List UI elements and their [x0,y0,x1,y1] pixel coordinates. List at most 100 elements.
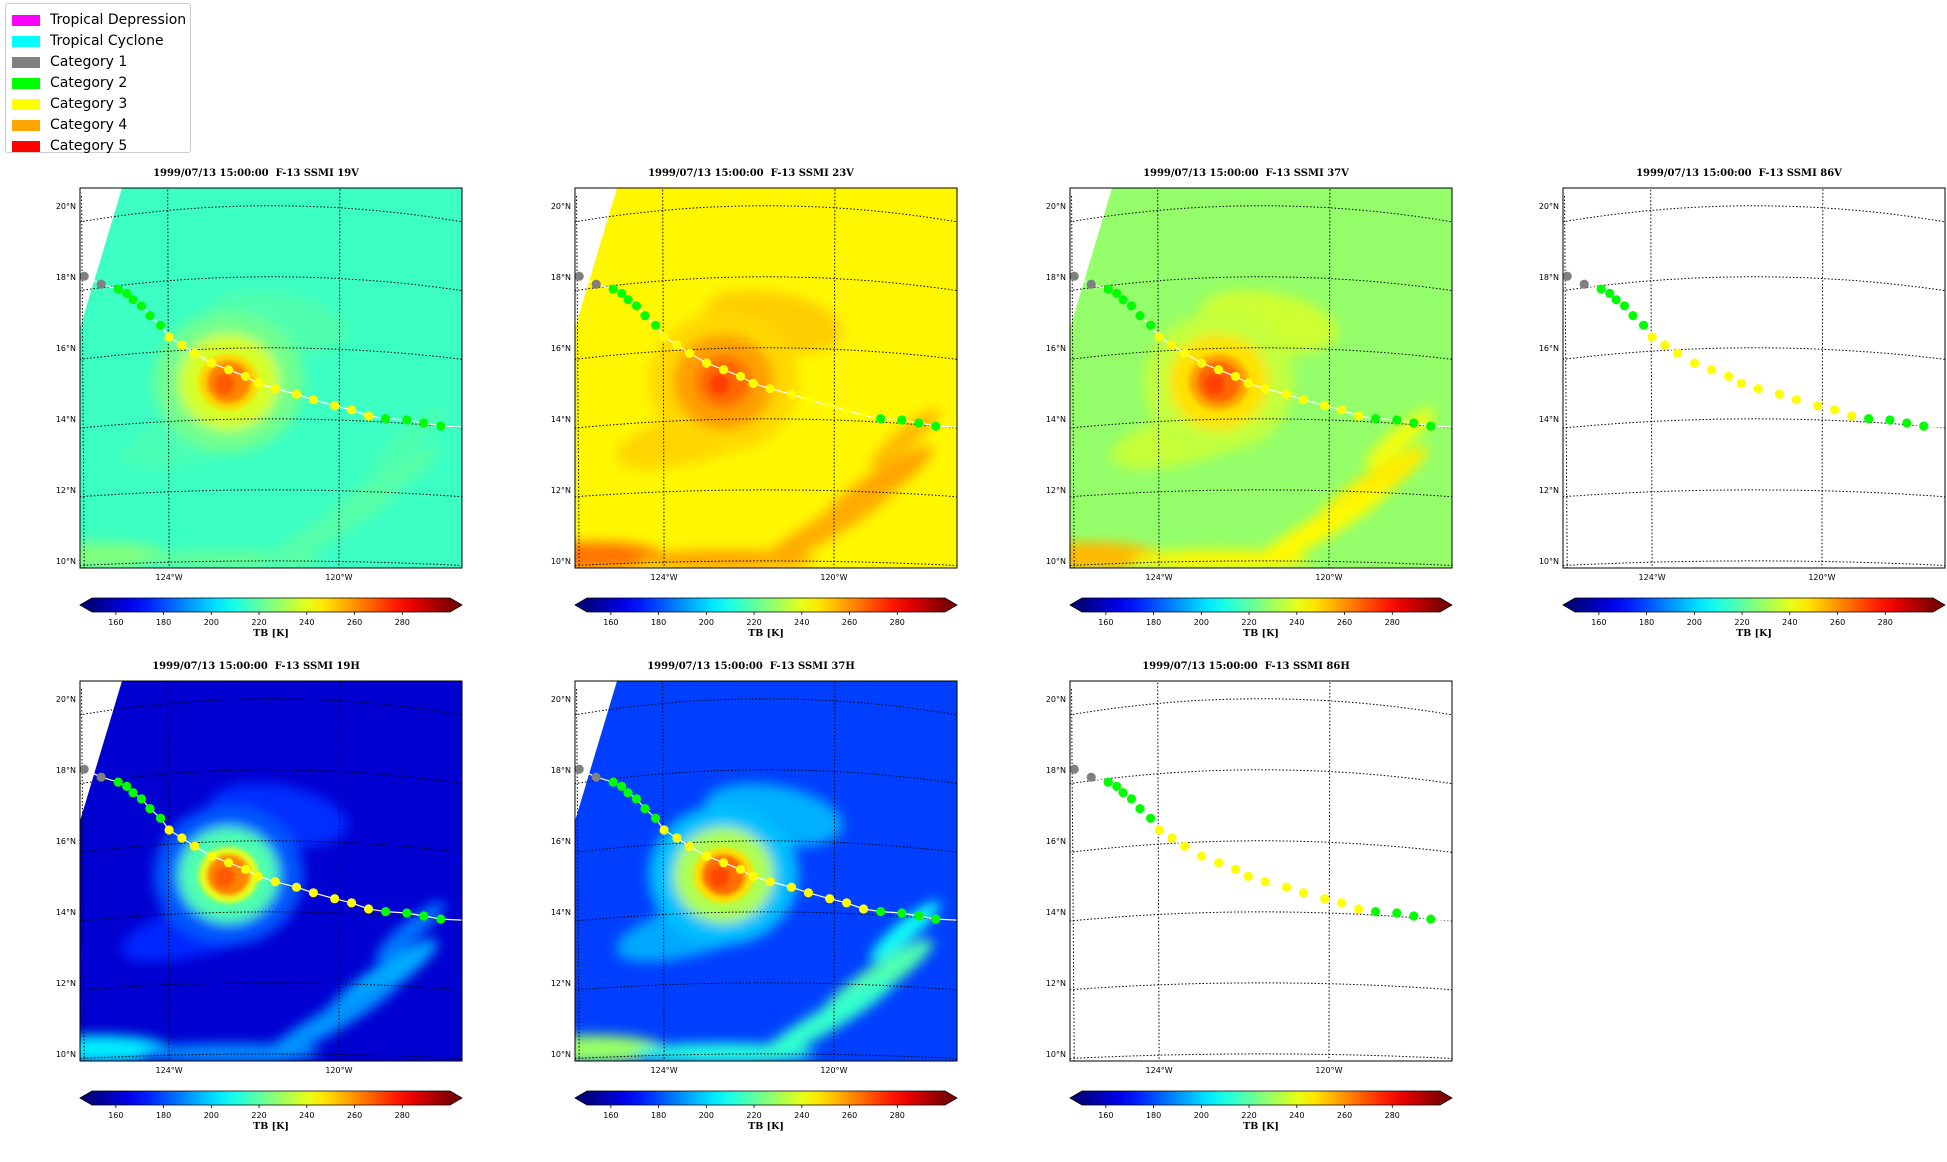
storm-track-point [1619,301,1630,311]
storm-track-point [1426,421,1436,431]
storm-track-point [1392,908,1402,918]
colorbar-tick-label: 160 [1098,618,1113,627]
colorbar-label: TB [K] [1243,628,1279,639]
storm-track-point [136,794,147,804]
colorbar-tick-label: 240 [794,618,809,627]
storm-track-point [659,332,669,342]
storm-track-point [897,415,907,425]
map-frame [1562,187,1946,569]
storm-track-point [1426,914,1436,924]
storm-track-point [914,911,924,921]
graticule [575,188,957,568]
storm-track-line [1073,768,1431,920]
storm-track-point [1126,794,1137,804]
storm-track-point [651,813,661,823]
storm-track-point [1371,414,1381,424]
storm-track-point [1885,415,1895,425]
storm-track-point [1830,405,1840,415]
storm-track-point [1320,401,1330,411]
storm-track-point [156,320,166,330]
storm-track-point [381,907,391,917]
colorbar-label: TB [K] [253,1121,289,1132]
storm-track-point [631,794,642,804]
lat-tick-label: 12°N [1046,979,1066,988]
storm-track-point [224,365,234,375]
graticule [80,681,462,1061]
storm-track-point [164,825,174,835]
colorbar: 160 180 200 220 240 260 280 [79,1090,463,1120]
legend-item: Category 3 [12,94,127,114]
storm-track-point [1167,833,1177,843]
storm-track-point [364,411,374,421]
lat-tick-label: 14°N [56,908,76,917]
graticule [1563,188,1945,568]
colorbar-tick-label: 280 [395,618,410,627]
colorbar-tick-label: 240 [1782,618,1797,627]
storm-track-point [914,418,924,428]
colorbar: 160 180 200 220 240 260 280 [574,597,958,627]
storm-track-point [80,271,89,281]
storm-track-line [1566,275,1924,427]
lat-tick-label: 18°N [551,766,571,775]
lon-tick-label: 124°W [156,573,183,582]
lon-tick-label: 120°W [820,573,847,582]
map-frame [79,187,463,569]
storm-track-point [575,764,584,774]
storm-track-point [659,825,669,835]
colorbar-tick-label: 200 [699,1111,714,1120]
storm-track-point [1230,371,1241,381]
storm-track-point [651,320,661,330]
storm-track-point [330,401,340,411]
storm-track-point [1611,295,1621,305]
storm-track-point [1639,320,1649,330]
lat-tick-label: 16°N [1539,344,1559,353]
map-frame [79,680,463,1062]
legend-swatch [12,14,40,26]
storm-track-point [765,877,775,887]
colorbar-tick-label: 260 [842,1111,857,1120]
satellite-panel: 1999/07/13 15:00:00 F-13 SSMI 19H 20°N 18°… [46,661,466,1141]
colorbar-tick-label: 180 [1146,1111,1161,1120]
storm-track-point [1919,421,1929,431]
storm-track-point [1118,295,1128,305]
storm-track-point [719,365,729,375]
storm-track-point [685,841,695,851]
lat-tick-label: 10°N [56,1050,76,1059]
storm-track-point [1774,389,1785,399]
lat-tick-label: 14°N [551,908,571,917]
storm-track-point [1596,284,1606,294]
storm-track-point [623,788,633,798]
lat-tick-label: 18°N [1046,273,1066,282]
storm-track-point [608,284,618,294]
storm-track-point [1281,882,1292,892]
storm-track-point [1086,772,1096,782]
colorbar-tick-label: 240 [299,618,314,627]
storm-track-point [1647,332,1657,342]
lat-tick-label: 18°N [1046,766,1066,775]
lon-tick-label: 120°W [1315,573,1342,582]
colorbar-tick-label: 180 [1146,618,1161,627]
storm-track-point [1354,411,1364,421]
storm-track-point [617,781,627,791]
legend-swatch [12,56,40,68]
panel-title: 1999/07/13 15:00:00 F-13 SSMI 19V [153,168,359,179]
graticule [80,188,462,568]
colorbar-tick-label: 220 [746,1111,761,1120]
storm-track-point [253,871,263,881]
legend-item: Category 4 [12,115,127,135]
storm-track-point [1736,378,1746,388]
lat-tick-label: 18°N [551,273,571,282]
lat-tick-label: 16°N [56,344,76,353]
satellite-panel: 1999/07/13 15:00:00 F-13 SSMI 37V 20°N 18°… [1036,168,1456,648]
storm-track-point [136,301,147,311]
colorbar-tick-label: 200 [699,618,714,627]
lon-tick-label: 120°W [325,1066,352,1075]
storm-track-point [240,371,251,381]
colorbar-tick-label: 260 [842,618,857,627]
storm-track-point [608,777,618,787]
lat-tick-label: 20°N [56,202,76,211]
storm-track-point [402,415,412,425]
storm-track-point [1135,311,1145,321]
storm-track-point [1902,418,1912,428]
lat-tick-label: 10°N [56,557,76,566]
